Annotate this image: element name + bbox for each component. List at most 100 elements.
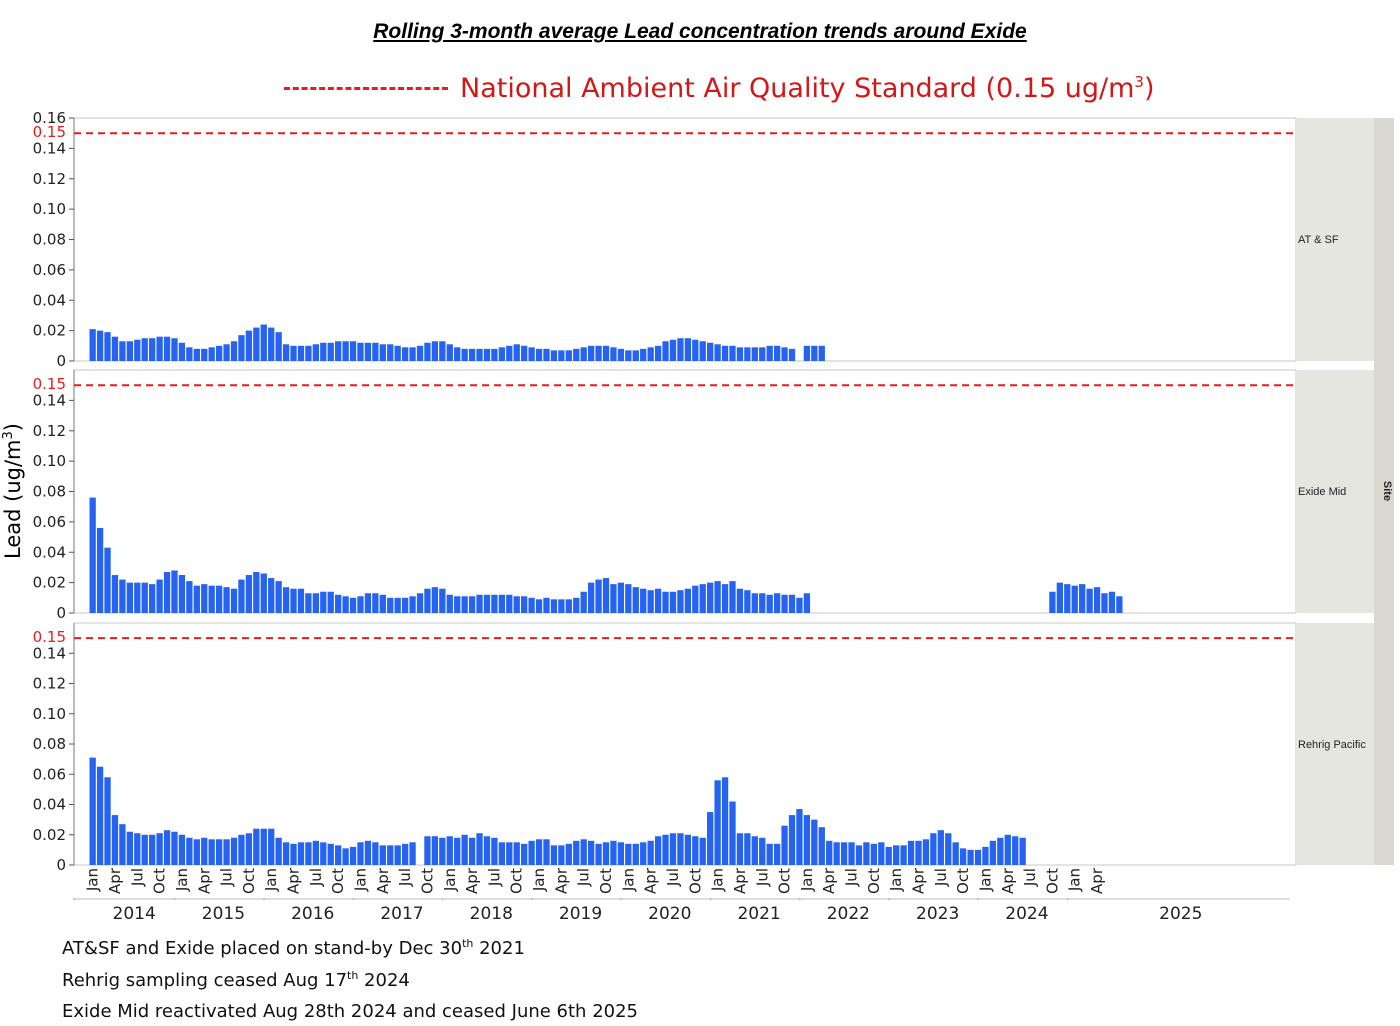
lead-bar — [751, 836, 758, 865]
lead-bar — [134, 833, 141, 865]
lead-bar — [111, 815, 119, 865]
lead-bar — [595, 345, 602, 361]
lead-bar — [379, 594, 386, 613]
lead-bar — [268, 578, 275, 613]
lead-bar — [565, 843, 572, 865]
lead-bar — [104, 777, 111, 865]
lead-bar — [714, 780, 721, 865]
footnote-text-end: 2021 — [473, 938, 525, 959]
lead-bar — [699, 584, 706, 613]
lead-bar — [989, 840, 997, 865]
lead-bar — [394, 345, 401, 361]
reference-line-label: 0.15 — [33, 375, 66, 393]
x-month-tick-label: Oct — [776, 868, 794, 894]
lead-bar — [312, 840, 319, 865]
x-month-tick-label: Jul — [128, 868, 146, 887]
lead-bar — [357, 342, 364, 361]
lead-bar — [126, 341, 133, 361]
lead-bar — [141, 338, 148, 361]
lead-bar — [543, 839, 550, 865]
lead-bar — [573, 348, 580, 361]
lead-bar — [662, 341, 669, 361]
lead-bar — [357, 596, 364, 613]
lead-bar — [491, 837, 498, 865]
lead-bar — [893, 845, 900, 865]
lead-bar — [178, 575, 186, 613]
lead-bar — [826, 840, 833, 865]
lead-bar — [654, 588, 662, 613]
lead-bar — [282, 587, 290, 613]
lead-bar — [208, 839, 215, 865]
lead-bar — [498, 347, 505, 361]
lead-bar — [565, 350, 572, 361]
lead-bar — [721, 584, 729, 613]
lead-bar — [342, 848, 349, 865]
x-month-tick-label: Jan — [351, 868, 369, 892]
lead-bar — [387, 845, 394, 865]
lead-bar — [409, 347, 416, 361]
lead-bar — [766, 594, 773, 613]
lead-bar — [178, 834, 186, 865]
x-month-tick-label: Jan — [887, 868, 905, 892]
x-year-label: 2024 — [1005, 904, 1048, 924]
lead-bar — [803, 593, 811, 613]
y-tick-label: 0.06 — [33, 513, 66, 531]
lead-bar — [945, 833, 952, 865]
lead-bar — [707, 342, 714, 361]
lead-bar — [558, 599, 565, 613]
lead-bar — [610, 347, 617, 361]
lead-bar — [684, 588, 691, 613]
lead-bar — [647, 590, 654, 613]
lead-bar — [305, 345, 312, 361]
x-month-tick-label: Jul — [753, 868, 771, 887]
lead-bar — [215, 345, 223, 361]
lead-bar — [602, 842, 610, 865]
lead-bar — [558, 845, 565, 865]
lead-bar — [662, 591, 669, 613]
lead-bar — [134, 339, 141, 361]
x-month-tick-label: Oct — [686, 868, 704, 894]
lead-bar — [416, 593, 424, 613]
lead-bar — [1064, 584, 1071, 613]
y-tick-label: 0 — [56, 352, 66, 370]
y-tick-label: 0.10 — [33, 200, 66, 218]
lead-bar — [126, 831, 133, 865]
lead-bar — [721, 777, 729, 865]
lead-bar — [320, 591, 327, 613]
x-month-tick-label: Apr — [1088, 867, 1106, 894]
lead-bar — [1079, 584, 1086, 613]
lead-bar — [253, 571, 260, 613]
lead-bar — [171, 570, 178, 613]
lead-bar — [513, 842, 520, 865]
x-month-tick-label: Apr — [909, 867, 927, 894]
lead-bar — [781, 825, 788, 865]
x-year-label: 2023 — [916, 904, 959, 924]
lead-bar — [335, 341, 342, 361]
lead-bar — [885, 846, 892, 865]
footnote-text: AT&SF and Exide placed on stand-by Dec 3… — [62, 938, 463, 959]
lead-bar — [595, 843, 602, 865]
lead-bar — [1116, 596, 1123, 613]
lead-bar — [930, 833, 937, 865]
site-strip — [1296, 623, 1374, 865]
lead-bar — [312, 344, 319, 361]
lead-bar — [253, 327, 260, 361]
lead-bar — [223, 587, 230, 613]
y-tick-label: 0.08 — [33, 735, 66, 753]
x-year-label: 2020 — [648, 904, 691, 924]
lead-bar — [1049, 591, 1056, 613]
x-year-label: 2019 — [559, 904, 602, 924]
naaqs-legend-label: National Ambient Air Quality Standard (0… — [460, 73, 1155, 104]
lead-bar — [201, 837, 208, 865]
lead-bar — [260, 324, 267, 361]
lead-bar — [781, 347, 788, 361]
lead-bar — [379, 344, 386, 361]
lead-bar — [692, 836, 699, 865]
lead-bar — [193, 348, 200, 361]
lead-bar — [364, 342, 372, 361]
lead-bar — [149, 584, 156, 613]
x-month-tick-label: Jan — [441, 868, 459, 892]
lead-bar — [401, 597, 409, 613]
lead-bar — [149, 338, 156, 361]
lead-bar — [89, 497, 96, 613]
